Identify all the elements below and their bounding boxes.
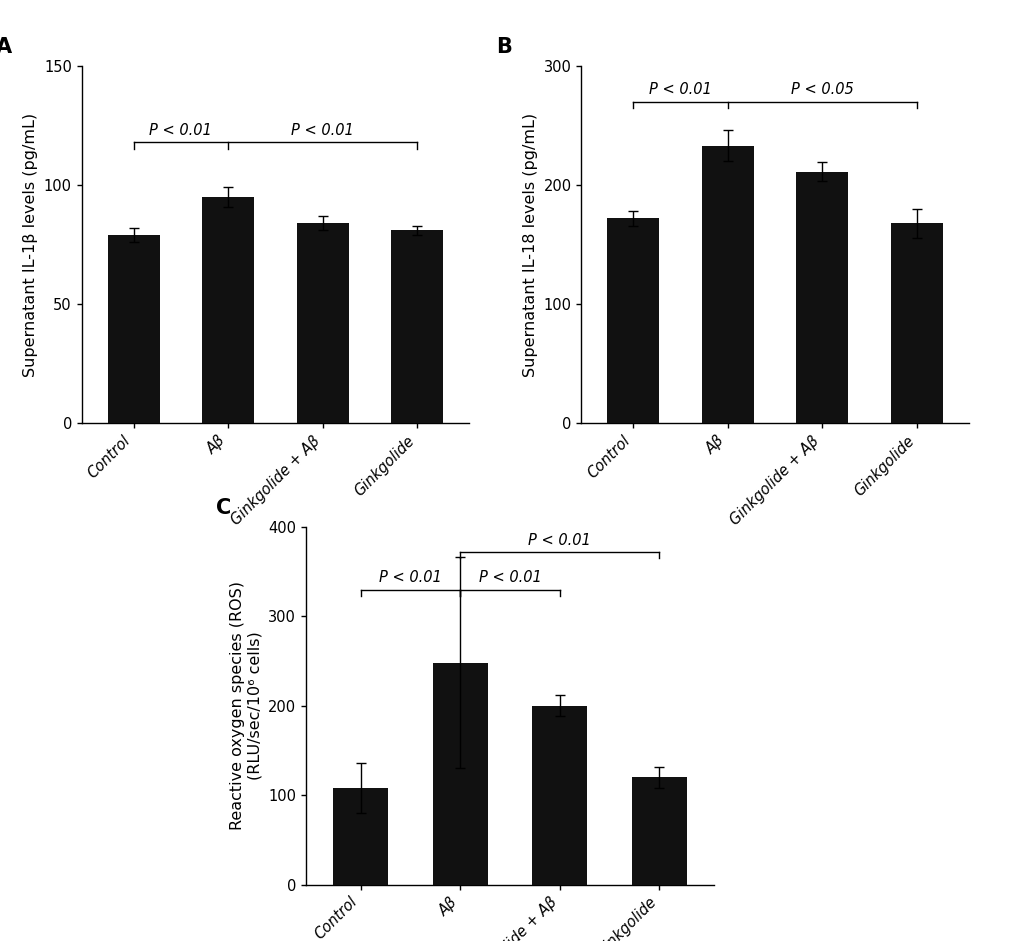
Text: A: A [0, 38, 12, 57]
Text: P < 0.01: P < 0.01 [649, 82, 711, 97]
Text: P < 0.05: P < 0.05 [791, 82, 853, 97]
Bar [432, 662, 487, 885]
Y-axis label: Reactive oxygen species (ROS)
(RLU/sec/10⁶ cells): Reactive oxygen species (ROS) (RLU/sec/1… [230, 582, 262, 830]
Y-axis label: Supernatant IL-18 levels (pg/mL): Supernatant IL-18 levels (pg/mL) [523, 113, 537, 376]
Bar [532, 706, 587, 885]
Text: P < 0.01: P < 0.01 [379, 570, 441, 585]
Text: C: C [216, 499, 231, 518]
Text: P < 0.01: P < 0.01 [528, 533, 591, 548]
Text: P < 0.01: P < 0.01 [478, 570, 541, 585]
Text: P < 0.01: P < 0.01 [150, 123, 212, 138]
Text: B: B [495, 38, 512, 57]
Y-axis label: Supernatant IL-1β levels (pg/mL): Supernatant IL-1β levels (pg/mL) [23, 113, 39, 376]
Bar [107, 235, 159, 423]
Bar [391, 231, 443, 423]
Bar [796, 172, 848, 423]
Bar [297, 223, 348, 423]
Bar [606, 218, 658, 423]
Text: P < 0.01: P < 0.01 [291, 123, 354, 138]
Bar [333, 788, 387, 885]
Bar [891, 223, 943, 423]
Bar [632, 777, 686, 885]
Bar [701, 146, 753, 423]
Bar [202, 197, 254, 423]
